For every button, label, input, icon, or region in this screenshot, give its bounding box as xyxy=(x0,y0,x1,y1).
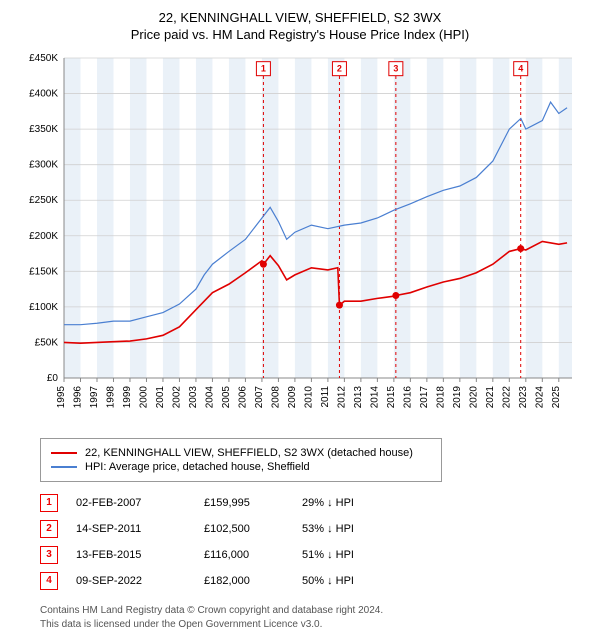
svg-text:3: 3 xyxy=(393,63,398,73)
svg-text:2019: 2019 xyxy=(452,385,463,408)
svg-text:£100K: £100K xyxy=(29,302,58,313)
tx-date: 02-FEB-2007 xyxy=(76,497,186,509)
title-block: 22, KENNINGHALL VIEW, SHEFFIELD, S2 3WX … xyxy=(10,10,590,44)
title-line-1: 22, KENNINGHALL VIEW, SHEFFIELD, S2 3WX xyxy=(10,10,590,27)
svg-text:2013: 2013 xyxy=(353,385,364,408)
legend-row: HPI: Average price, detached house, Shef… xyxy=(51,461,431,473)
tx-date: 14-SEP-2011 xyxy=(76,523,186,535)
svg-text:2008: 2008 xyxy=(270,385,281,408)
svg-text:2003: 2003 xyxy=(188,385,199,408)
tx-date: 13-FEB-2015 xyxy=(76,549,186,561)
tx-index-box: 4 xyxy=(40,572,58,590)
legend-swatch xyxy=(51,466,77,468)
tx-index-box: 1 xyxy=(40,494,58,512)
svg-text:2025: 2025 xyxy=(551,385,562,408)
tx-price: £159,995 xyxy=(204,497,284,509)
tx-delta: 51% ↓ HPI xyxy=(302,549,402,561)
tx-price: £182,000 xyxy=(204,575,284,587)
table-row: 2 14-SEP-2011 £102,500 53% ↓ HPI xyxy=(40,516,580,542)
svg-text:1996: 1996 xyxy=(72,385,83,408)
svg-text:2016: 2016 xyxy=(402,385,413,408)
svg-text:2020: 2020 xyxy=(468,385,479,408)
svg-text:2002: 2002 xyxy=(171,385,182,408)
svg-text:£300K: £300K xyxy=(29,159,58,170)
table-row: 1 02-FEB-2007 £159,995 29% ↓ HPI xyxy=(40,490,580,516)
footer-line-1: Contains HM Land Registry data © Crown c… xyxy=(40,604,580,618)
svg-text:2009: 2009 xyxy=(287,385,298,408)
tx-price: £116,000 xyxy=(204,549,284,561)
legend-row: 22, KENNINGHALL VIEW, SHEFFIELD, S2 3WX … xyxy=(51,447,431,459)
svg-text:£200K: £200K xyxy=(29,231,58,242)
svg-text:2011: 2011 xyxy=(320,385,331,407)
svg-text:2014: 2014 xyxy=(369,385,380,408)
tx-delta: 29% ↓ HPI xyxy=(302,497,402,509)
svg-text:2021: 2021 xyxy=(485,385,496,408)
table-row: 4 09-SEP-2022 £182,000 50% ↓ HPI xyxy=(40,568,580,594)
svg-text:£150K: £150K xyxy=(29,266,58,277)
tx-delta: 50% ↓ HPI xyxy=(302,575,402,587)
svg-text:2001: 2001 xyxy=(155,385,166,408)
tx-delta: 53% ↓ HPI xyxy=(302,523,402,535)
transaction-table: 1 02-FEB-2007 £159,995 29% ↓ HPI 2 14-SEP-201… xyxy=(40,490,580,594)
svg-text:1997: 1997 xyxy=(89,385,100,408)
svg-text:2004: 2004 xyxy=(204,385,215,408)
chart: £0 £50K £100K £150K £200K £250K £300K £350K £400… xyxy=(20,50,580,430)
svg-text:2017: 2017 xyxy=(419,385,430,408)
svg-text:£0: £0 xyxy=(47,373,59,384)
svg-text:2010: 2010 xyxy=(303,385,314,408)
legend-swatch xyxy=(51,452,77,454)
tx-index-box: 2 xyxy=(40,520,58,538)
table-row: 3 13-FEB-2015 £116,000 51% ↓ HPI xyxy=(40,542,580,568)
svg-text:1: 1 xyxy=(261,63,266,73)
svg-text:2015: 2015 xyxy=(386,385,397,408)
svg-text:2000: 2000 xyxy=(138,385,149,408)
svg-text:£50K: £50K xyxy=(35,337,59,348)
svg-text:2007: 2007 xyxy=(254,385,265,408)
tx-date: 09-SEP-2022 xyxy=(76,575,186,587)
svg-text:2005: 2005 xyxy=(221,385,232,408)
tx-price: £102,500 xyxy=(204,523,284,535)
svg-text:£400K: £400K xyxy=(29,88,58,99)
svg-text:2022: 2022 xyxy=(501,385,512,408)
tx-index-box: 3 xyxy=(40,546,58,564)
svg-text:2023: 2023 xyxy=(518,385,529,408)
svg-text:£350K: £350K xyxy=(29,124,58,135)
svg-text:2024: 2024 xyxy=(534,385,545,408)
legend-label: 22, KENNINGHALL VIEW, SHEFFIELD, S2 3WX … xyxy=(85,447,413,459)
svg-text:2012: 2012 xyxy=(336,385,347,408)
legend-label: HPI: Average price, detached house, Shef… xyxy=(85,461,310,473)
svg-text:1995: 1995 xyxy=(56,385,67,408)
svg-text:4: 4 xyxy=(518,63,523,73)
title-line-2: Price paid vs. HM Land Registry's House … xyxy=(10,27,590,44)
svg-text:1998: 1998 xyxy=(105,385,116,408)
svg-text:1999: 1999 xyxy=(122,385,133,408)
svg-text:2: 2 xyxy=(337,63,342,73)
svg-text:2006: 2006 xyxy=(237,385,248,408)
svg-text:£450K: £450K xyxy=(29,53,58,64)
svg-text:£250K: £250K xyxy=(29,195,58,206)
legend: 22, KENNINGHALL VIEW, SHEFFIELD, S2 3WX … xyxy=(40,438,442,482)
svg-text:2018: 2018 xyxy=(435,385,446,408)
footer: Contains HM Land Registry data © Crown c… xyxy=(40,604,580,632)
